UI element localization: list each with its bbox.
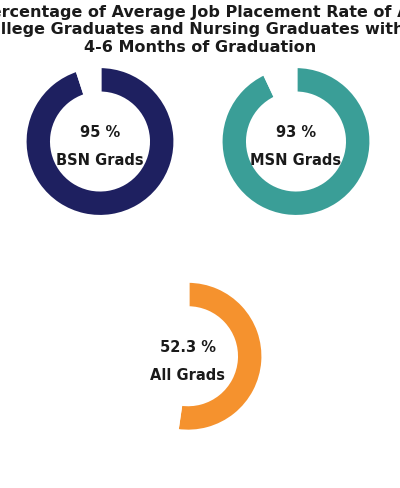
Text: All Grads: All Grads xyxy=(150,368,226,383)
Wedge shape xyxy=(25,67,175,216)
Wedge shape xyxy=(77,67,100,95)
Text: 95 %: 95 % xyxy=(80,125,120,140)
Wedge shape xyxy=(177,282,263,431)
Wedge shape xyxy=(264,67,296,98)
Text: MSN Grads: MSN Grads xyxy=(250,153,342,168)
Text: 52.3 %: 52.3 % xyxy=(160,340,216,355)
Text: Percentage of Average Job Placement Rate of All
College Graduates and Nursing Gr: Percentage of Average Job Placement Rate… xyxy=(0,5,400,55)
Wedge shape xyxy=(221,67,371,216)
Wedge shape xyxy=(113,282,188,430)
Text: 93 %: 93 % xyxy=(276,125,316,140)
Text: BSN Grads: BSN Grads xyxy=(56,153,144,168)
